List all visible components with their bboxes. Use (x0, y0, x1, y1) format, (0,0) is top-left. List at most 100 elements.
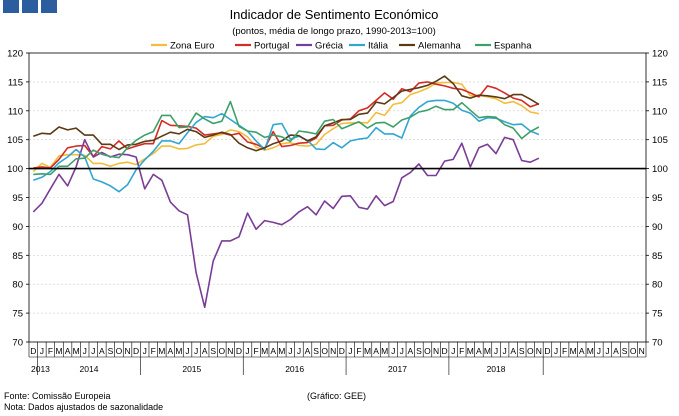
month-label-7: J (91, 346, 95, 356)
month-label-15: M (158, 346, 165, 356)
month-label-35: N (330, 346, 336, 356)
month-label-51: M (467, 346, 474, 356)
month-label-69: S (622, 346, 628, 356)
y-tick-label-right-70: 70 (652, 338, 663, 349)
month-label-11: N (124, 346, 130, 356)
series-line-1 (33, 81, 540, 169)
grid (29, 52, 646, 343)
month-label-2: F (48, 346, 53, 356)
month-label-68: A (613, 346, 619, 356)
y-tick-label-left-115: 115 (8, 77, 23, 88)
series-line-4 (33, 75, 540, 152)
year-label-2017: 2017 (388, 364, 407, 374)
source-note: Fonte: Comissão Europeia (4, 391, 111, 401)
month-label-10: O (116, 346, 123, 356)
month-label-12: D (133, 346, 139, 356)
month-label-49: J (451, 346, 455, 356)
header-square-3 (41, 0, 57, 13)
series-line-3 (33, 99, 540, 193)
year-label-2016: 2016 (285, 364, 304, 374)
month-label-28: A (270, 346, 276, 356)
series-line-5 (33, 100, 540, 176)
month-label-14: F (151, 346, 156, 356)
month-label-58: O (527, 346, 534, 356)
month-label-56: A (510, 346, 516, 356)
year-label-2015: 2015 (182, 364, 201, 374)
y-tick-label-left-120: 120 (7, 49, 23, 60)
chart-title: Indicador de Sentimento Económico (230, 7, 439, 22)
header-square-1 (3, 0, 19, 13)
month-label-20: A (202, 346, 208, 356)
y-tick-label-left-70: 70 (12, 338, 23, 349)
legend-label-5: Espanha (494, 41, 532, 52)
month-label-19: J (194, 346, 198, 356)
legend-label-3: Itália (368, 41, 389, 52)
month-label-44: A (408, 346, 414, 356)
month-label-25: J (245, 346, 249, 356)
month-label-48: D (442, 346, 448, 356)
seasonal-note: Nota: Dados ajustados de sazonalidade (4, 402, 164, 412)
chart-subtitle: (pontos, média de longo prazo, 1990-2013… (232, 26, 436, 37)
y-tick-label-left-90: 90 (12, 222, 23, 233)
month-label-36: D (339, 346, 345, 356)
y-tick-label-right-120: 120 (652, 49, 668, 60)
month-label-41: M (381, 346, 388, 356)
month-label-34: O (321, 346, 328, 356)
month-label-13: J (143, 346, 147, 356)
year-label-2014: 2014 (80, 364, 99, 374)
y-tick-label-right-90: 90 (652, 222, 663, 233)
month-label-1: J (40, 346, 44, 356)
chart-credit: (Gráfico: GEE) (307, 391, 367, 401)
header-square-2 (22, 0, 38, 13)
month-label-63: M (570, 346, 577, 356)
month-label-64: A (579, 346, 585, 356)
y-tick-label-left-75: 75 (12, 309, 23, 320)
plot-frame (28, 52, 647, 343)
month-label-62: F (562, 346, 567, 356)
month-label-6: J (83, 346, 87, 356)
month-label-71: N (639, 346, 645, 356)
month-label-31: J (297, 346, 301, 356)
month-label-67: J (605, 346, 609, 356)
y-tick-label-right-110: 110 (652, 106, 667, 117)
month-label-32: A (305, 346, 311, 356)
month-label-3: M (55, 346, 62, 356)
year-label-2013: 2013 (31, 364, 50, 374)
month-label-50: F (459, 346, 464, 356)
y-tick-label-right-105: 105 (652, 135, 668, 146)
month-label-5: M (73, 346, 80, 356)
month-label-40: A (373, 346, 379, 356)
month-label-43: J (400, 346, 404, 356)
y-tick-label-right-100: 100 (652, 164, 668, 175)
y-tick-label-left-95: 95 (12, 193, 23, 204)
series-line-0 (32, 81, 540, 173)
month-label-55: J (502, 346, 506, 356)
month-label-53: M (484, 346, 491, 356)
month-label-27: M (261, 346, 268, 356)
y-tick-label-left-100: 100 (7, 164, 23, 175)
month-label-4: A (65, 346, 71, 356)
month-label-30: J (288, 346, 292, 356)
month-label-37: J (348, 346, 352, 356)
month-label-18: J (185, 346, 189, 356)
legend: Zona Euro Portugal Grécia Itália Alemanha Esp… (151, 41, 532, 52)
y-tick-label-right-80: 80 (652, 280, 663, 291)
y-tick-label-left-110: 110 (8, 106, 23, 117)
y-tick-label-left-85: 85 (12, 251, 23, 262)
month-label-17: M (175, 346, 182, 356)
y-axis-left: 70 75 80 85 90 95 100 105 110 115 120 (7, 49, 29, 349)
y-tick-label-right-115: 115 (652, 77, 667, 88)
month-label-70: O (630, 346, 637, 356)
month-label-42: J (391, 346, 395, 356)
month-label-54: J (494, 346, 498, 356)
month-label-23: N (227, 346, 233, 356)
y-tick-label-right-85: 85 (652, 251, 663, 262)
month-label-9: S (108, 346, 114, 356)
y-tick-label-right-75: 75 (652, 309, 663, 320)
month-label-8: A (99, 346, 105, 356)
month-label-45: S (416, 346, 422, 356)
month-label-46: O (424, 346, 431, 356)
month-label-22: O (219, 346, 226, 356)
month-label-26: F (253, 346, 258, 356)
